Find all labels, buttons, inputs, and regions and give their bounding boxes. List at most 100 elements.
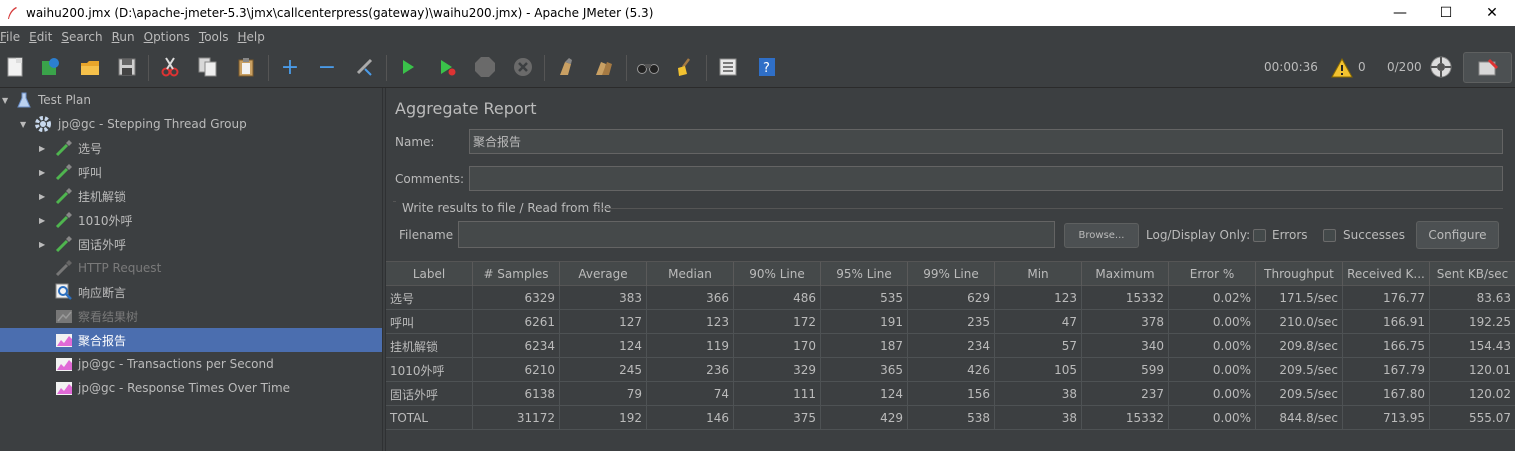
column-header[interactable]: Error %	[1169, 262, 1256, 286]
table-cell: 0.02%	[1169, 286, 1256, 310]
table-row[interactable]: 呼叫 6261 127 123 172 191 235 47 378 0.00% 210.0/sec…	[386, 310, 1515, 334]
menu-edit[interactable]: Edit	[29, 30, 53, 44]
table-row[interactable]: 固话外呼 6138 79 74 111 124 156 38 237 0.00% 209.5/sec…	[386, 382, 1515, 406]
tree-item-sampler[interactable]: ▶ 呼叫	[0, 160, 382, 184]
collapse-arrow-icon[interactable]: ▶	[39, 144, 46, 153]
new-icon[interactable]	[4, 56, 26, 78]
split-pane-divider[interactable]	[382, 88, 386, 451]
collapse-arrow-icon[interactable]: ▶	[39, 192, 46, 201]
save-icon[interactable]	[116, 56, 138, 78]
comments-input[interactable]	[469, 166, 1503, 191]
table-cell: 166.75	[1343, 334, 1430, 358]
start-no-pauses-icon[interactable]	[436, 56, 458, 78]
menu-help[interactable]: Help	[237, 30, 265, 44]
stop-icon[interactable]	[474, 56, 496, 78]
table-cell: 844.8/sec	[1256, 406, 1343, 430]
tree-item-transactions-per-second[interactable]: jp@gc - Transactions per Second	[0, 352, 382, 376]
column-header[interactable]: Throughput	[1256, 262, 1343, 286]
minimize-button[interactable]: —	[1393, 5, 1407, 21]
collapse-arrow-icon[interactable]: ▶	[39, 216, 46, 225]
log-viewer-button[interactable]	[1463, 52, 1512, 83]
pipette-icon	[55, 163, 73, 181]
tree-item-aggregate-report[interactable]: 聚合报告	[0, 328, 382, 352]
reset-search-broom-icon[interactable]	[674, 56, 696, 78]
table-row[interactable]: 选号 6329 383 366 486 535 629 123 15332 0.02% 171.5/…	[386, 286, 1515, 310]
browse-button[interactable]: Browse...	[1064, 223, 1139, 248]
start-icon[interactable]	[397, 56, 419, 78]
open-icon[interactable]	[79, 56, 101, 78]
chart-disabled-icon	[55, 307, 73, 325]
column-header[interactable]: 90% Line	[734, 262, 821, 286]
table-cell: 166.91	[1343, 310, 1430, 334]
table-cell: 209.8/sec	[1256, 334, 1343, 358]
menu-search[interactable]: Search	[61, 30, 103, 44]
column-header[interactable]: Maximum	[1082, 262, 1169, 286]
expand-arrow-icon[interactable]: ▼	[20, 120, 27, 129]
close-button[interactable]: ✕	[1486, 5, 1498, 21]
file-group-title: Write results to file / Read from file	[402, 201, 612, 215]
expand-arrow-icon[interactable]: ▼	[2, 96, 9, 105]
tree-item-view-results-tree[interactable]: 察看结果树	[0, 304, 382, 328]
tree-item-thread-group[interactable]: ▼ jp@gc - Stepping Thread Group	[20, 116, 247, 132]
toggle-icon[interactable]	[354, 56, 376, 78]
table-row[interactable]: 挂机解锁 6234 124 119 170 187 234 57 340 0.00% 209.8/s…	[386, 334, 1515, 358]
name-input[interactable]	[469, 129, 1503, 154]
shutdown-icon[interactable]	[512, 56, 534, 78]
help-icon[interactable]: ?	[756, 56, 778, 78]
table-cell: 38	[995, 382, 1082, 406]
column-header[interactable]: # Samples	[473, 262, 560, 286]
menu-options[interactable]: Options	[143, 30, 190, 44]
column-header[interactable]: Label	[386, 262, 473, 286]
column-header[interactable]: 95% Line	[821, 262, 908, 286]
menu-file[interactable]: File	[0, 30, 21, 44]
errors-checkbox[interactable]	[1253, 229, 1266, 242]
column-header[interactable]: Sent KB/sec	[1436, 267, 1509, 281]
tree-item-response-assertion[interactable]: 响应断言	[0, 280, 382, 304]
table-cell: 486	[734, 286, 821, 310]
cut-icon[interactable]	[159, 56, 181, 78]
table-cell: 6210	[473, 358, 560, 382]
column-header[interactable]: Median	[647, 262, 734, 286]
table-row[interactable]: 1010外呼 6210 245 236 329 365 426 105 599 0.00% 209.…	[386, 358, 1515, 382]
table-cell: 6329	[473, 286, 560, 310]
clear-icon[interactable]	[555, 56, 577, 78]
copy-icon[interactable]	[197, 56, 219, 78]
maximize-button[interactable]: ☐	[1439, 5, 1453, 21]
table-cell: 167.80	[1343, 382, 1430, 406]
tree-item-sampler[interactable]: ▶ 固话外呼	[0, 232, 382, 256]
column-header[interactable]: 99% Line	[908, 262, 995, 286]
collapse-arrow-icon[interactable]: ▶	[39, 240, 46, 249]
filename-input[interactable]	[458, 221, 1055, 248]
column-header[interactable]: Received K...	[1343, 262, 1430, 286]
menu-run[interactable]: Run	[111, 30, 135, 44]
expand-all-icon[interactable]: +	[280, 54, 300, 80]
column-header[interactable]: Min	[995, 262, 1082, 286]
table-cell: 383	[560, 286, 647, 310]
table-cell: 15332	[1082, 406, 1169, 430]
tree-item-sampler[interactable]: ▶ 1010外呼	[0, 208, 382, 232]
column-header[interactable]: Average	[560, 262, 647, 286]
tree-item-test-plan[interactable]: ▼ Test Plan	[2, 92, 91, 108]
configure-button[interactable]: Configure	[1416, 221, 1499, 249]
tree-item-sampler[interactable]: ▶ 挂机解锁	[0, 184, 382, 208]
table-cell: 呼叫	[386, 310, 473, 334]
table-cell: 375	[734, 406, 821, 430]
search-binoculars-icon[interactable]	[637, 56, 659, 78]
table-cell: 172	[734, 310, 821, 334]
templates-icon[interactable]	[39, 56, 61, 78]
tree-item-http-request[interactable]: HTTP Request	[0, 256, 382, 280]
tree-item-sampler[interactable]: ▶ 选号	[0, 136, 382, 160]
table-row-total[interactable]: TOTAL 31172 192 146 375 429 538 38 15332 0.00% 844…	[386, 406, 1515, 430]
clear-all-icon[interactable]	[593, 56, 615, 78]
collapse-all-icon[interactable]: −	[317, 54, 337, 80]
warning-icon[interactable]	[1331, 57, 1353, 79]
function-helper-icon[interactable]	[717, 56, 739, 78]
tree-item-response-times-over-time[interactable]: jp@gc - Response Times Over Time	[0, 376, 382, 400]
pipette-icon	[55, 187, 73, 205]
menu-tools[interactable]: Tools	[198, 30, 229, 44]
collapse-arrow-icon[interactable]: ▶	[39, 168, 46, 177]
table-cell: 171.5/sec	[1256, 286, 1343, 310]
table-cell: 0.00%	[1169, 406, 1256, 430]
paste-icon[interactable]	[235, 56, 257, 78]
successes-checkbox[interactable]	[1323, 229, 1336, 242]
